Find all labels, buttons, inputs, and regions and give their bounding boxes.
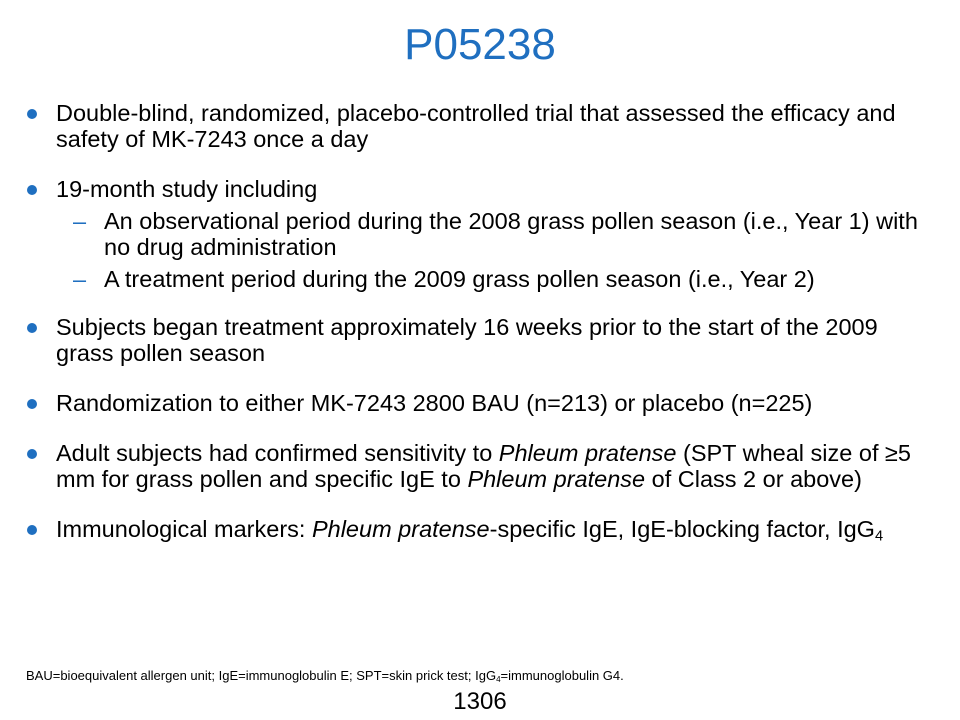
- subscript: 4: [874, 528, 884, 545]
- slide-title: P05238: [404, 20, 556, 69]
- bullet-randomization: Randomization to either MK-7243 2800 BAU…: [24, 390, 934, 416]
- sub-bullet-observational-period: – An observational period during the 200…: [56, 208, 934, 260]
- bullet-dot-icon: [27, 109, 37, 119]
- bullet-text-part: Adult subjects had confirmed sensitivity…: [56, 440, 499, 466]
- bullet-dot-icon: [27, 449, 37, 459]
- dash-icon: –: [73, 266, 87, 292]
- bullet-text-part: Immunological markers:: [56, 516, 312, 542]
- page-number: 1306: [453, 688, 507, 715]
- bullet-text-part: (SPT wheal size of ≥5 mm for grass polle…: [56, 440, 911, 492]
- species-name-italic: Phleum pratense: [467, 466, 646, 492]
- species-name-italic: Phleum pratense: [311, 516, 490, 542]
- footnote-text: BAU=bioequivalent allergen unit; IgE=imm…: [26, 668, 497, 683]
- species-name-italic: Phleum pratense: [498, 440, 677, 466]
- sub-bullet-text: An observational period during the 2008 …: [104, 208, 918, 260]
- bullet-dot-icon: [27, 185, 37, 195]
- bullet-text: Double-blind, randomized, placebo-contro…: [56, 100, 896, 152]
- sub-bullet-text: A treatment period during the 2009 grass…: [104, 266, 815, 292]
- bullet-text: 19-month study including: [56, 176, 318, 202]
- bullet-study-duration: 19-month study including – An observatio…: [24, 176, 934, 292]
- bullet-text-part: -specific IgE, IgE-blocking factor, IgG: [489, 516, 875, 542]
- bullet-dot-icon: [27, 525, 37, 535]
- footnote: BAU=bioequivalent allergen unit; IgE=imm…: [26, 668, 624, 684]
- bullet-list: Double-blind, randomized, placebo-contro…: [24, 100, 934, 566]
- dash-icon: –: [73, 208, 87, 234]
- bullet-immunological-markers: Immunological markers: Phleum pratense-s…: [24, 516, 934, 545]
- footnote-text: =immunoglobulin G4.: [500, 668, 624, 683]
- bullet-treatment-start: Subjects began treatment approximately 1…: [24, 314, 934, 366]
- bullet-dot-icon: [27, 399, 37, 409]
- bullet-dot-icon: [27, 323, 37, 333]
- bullet-text-part: of Class 2 or above): [645, 466, 862, 492]
- bullet-sensitivity: Adult subjects had confirmed sensitivity…: [24, 440, 934, 492]
- bullet-text: Randomization to either MK-7243 2800 BAU…: [56, 390, 813, 416]
- sub-bullet-treatment-period: – A treatment period during the 2009 gra…: [56, 266, 934, 292]
- sub-bullet-list: – An observational period during the 200…: [56, 208, 934, 292]
- footnote-subscript: 4: [496, 675, 501, 684]
- bullet-study-design: Double-blind, randomized, placebo-contro…: [24, 100, 934, 152]
- bullet-text: Subjects began treatment approximately 1…: [56, 314, 878, 366]
